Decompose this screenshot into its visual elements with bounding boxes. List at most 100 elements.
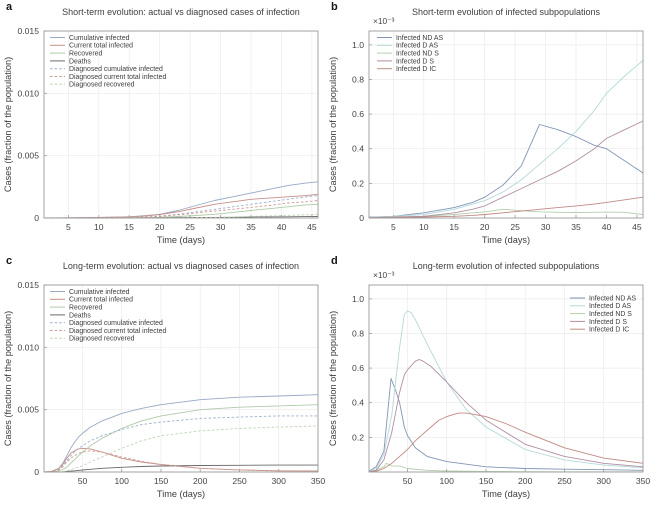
x-tick-label: 20	[480, 222, 490, 232]
x-tick-label: 40	[602, 222, 612, 232]
x-tick-label: 300	[272, 476, 287, 486]
legend-label-infected-d-ic: Infected D IC	[589, 327, 629, 334]
legend-label-recovered: Recovered	[69, 51, 102, 58]
y-tick-label: 0	[34, 213, 39, 223]
x-tick-label: 45	[307, 222, 317, 232]
series-infected-d-ic	[368, 196, 644, 219]
y-tick-label: 0.010	[17, 342, 39, 352]
panel-d: d 50 100 150 200 250 300 350 0.2 0.4 0.6 0.8 1.0 Lon…	[325, 254, 650, 508]
chart-title: Short-term evolution of infected subpopu…	[412, 7, 601, 17]
y-tick-label: 0.4	[352, 144, 364, 154]
series-cumulative-infected	[43, 394, 319, 473]
chart-long-term-infected-subpopulations: 50 100 150 200 250 300 350 0.2 0.4 0.6 0.8 1.0 Long-…	[328, 261, 650, 499]
y-axis-exponent-label: ×10⁻³	[373, 16, 395, 26]
y-axis-label: Cases (fraction of the population)	[3, 57, 13, 192]
series-infected-d-s	[368, 120, 644, 219]
panel-letter-a: a	[6, 1, 13, 13]
legend-label-cumulative-infected: Cumulative infected	[69, 289, 130, 296]
y-tick-label: 0.4	[352, 398, 364, 408]
legend-label-recovered: Recovered	[69, 305, 102, 312]
x-axis-label: Time (days)	[482, 235, 530, 245]
series-infected-nd-as	[368, 378, 644, 472]
series-diagnosed-cumulative-infected	[44, 195, 319, 219]
x-tick-label: 10	[94, 222, 104, 232]
panel-a: a 5 10 15 20 25 30 35 40 45 0 0.005 0.010 0.015 Short…	[0, 0, 325, 254]
legend-label-diagnosed-cumulative-infected: Diagnosed cumulative infected	[69, 320, 163, 327]
y-tick-label: 1.0	[352, 40, 364, 50]
legend-label-infected-d-as: Infected D AS	[396, 43, 439, 50]
y-axis-exponent-label: ×10⁻³	[373, 270, 395, 280]
x-tick-label: 40	[277, 222, 287, 232]
series-infected-d-as	[368, 60, 644, 218]
x-tick-label: 35	[246, 222, 256, 232]
series-current-total-infected	[43, 193, 319, 219]
x-axis-label: Time (days)	[157, 235, 205, 245]
legend-label-diagnosed-cumulative-infected: Diagnosed cumulative infected	[69, 66, 163, 73]
chart-title: Long-term evolution of infected subpopul…	[413, 261, 600, 271]
x-tick-label: 25	[185, 222, 195, 232]
legend-label-infected-nd-s: Infected ND S	[396, 51, 439, 58]
chart-long-term-actual-vs-diagnosed: 50 100 150 200 250 300 350 0 0.005 0.010 0.015 Long…	[3, 261, 325, 499]
chart-short-term-actual-vs-diagnosed: 5 10 15 20 25 30 35 40 45 0 0.005 0.010 0.015 Short-t…	[3, 7, 319, 245]
y-axis-label: Cases (fraction of the population)	[3, 311, 13, 446]
x-tick-label: 350	[311, 476, 325, 486]
series-diagnosed-recovered	[44, 425, 319, 473]
legend-label-current-total-infected: Current total infected	[69, 297, 133, 304]
x-tick-label: 45	[632, 222, 642, 232]
x-tick-label: 15	[449, 222, 459, 232]
chart-title: Long-term evolution: actual vs diagnosed…	[63, 261, 299, 271]
x-tick-label: 35	[571, 222, 581, 232]
x-tick-label: 30	[216, 222, 226, 232]
y-tick-label: 0.015	[17, 26, 39, 36]
x-tick-label: 250	[232, 476, 247, 486]
y-tick-label: 0.005	[17, 405, 39, 415]
panel-letter-b: b	[331, 1, 338, 13]
legend-label-deaths: Deaths	[69, 58, 91, 65]
y-tick-label: 0.6	[352, 109, 364, 119]
y-axis-label: Cases (fraction of the population)	[328, 57, 338, 192]
series-infected-nd-as	[368, 124, 644, 218]
x-tick-label: 5	[391, 222, 396, 232]
y-axis-label: Cases (fraction of the population)	[328, 311, 338, 446]
y-tick-label: 0.015	[17, 280, 39, 290]
x-tick-label: 300	[597, 476, 612, 486]
x-axis-label: Time (days)	[157, 489, 205, 499]
y-tick-label: 1.0	[352, 294, 364, 304]
x-tick-label: 150	[479, 476, 494, 486]
legend-label-infected-nd-s: Infected ND S	[589, 311, 632, 318]
y-tick-label: 0.6	[352, 363, 364, 373]
series-diagnosed-current-total-infected	[43, 450, 319, 473]
x-tick-label: 50	[78, 476, 88, 486]
x-tick-label: 150	[154, 476, 169, 486]
y-tick-label: 0.005	[17, 151, 39, 161]
legend-label-infected-d-s: Infected D S	[396, 58, 434, 65]
x-tick-label: 100	[440, 476, 455, 486]
series-infected-d-as	[368, 310, 644, 472]
legend-label-deaths: Deaths	[69, 312, 91, 319]
panel-b: b 5 10 15 20 25 30 35 40 45 0 0.2 0.4 0.6 0.8 1.0 Short…	[325, 0, 650, 254]
legend-label-infected-d-as: Infected D AS	[589, 303, 632, 310]
x-tick-label: 20	[155, 222, 165, 232]
x-axis-label: Time (days)	[482, 489, 530, 499]
legend-label-infected-nd-as: Infected ND AS	[589, 295, 637, 302]
y-tick-label: 0.8	[352, 329, 364, 339]
x-tick-label: 25	[510, 222, 520, 232]
x-tick-label: 100	[115, 476, 130, 486]
x-tick-label: 15	[124, 222, 134, 232]
x-tick-label: 50	[403, 476, 413, 486]
legend-label-infected-nd-as: Infected ND AS	[396, 35, 444, 42]
legend-label-diagnosed-recovered: Diagnosed recovered	[69, 82, 135, 89]
y-tick-label: 0	[359, 213, 364, 223]
series-infected-d-ic	[368, 412, 644, 473]
y-tick-label: 0.010	[17, 88, 39, 98]
panel-letter-d: d	[331, 255, 338, 267]
x-tick-label: 250	[557, 476, 572, 486]
legend-label-infected-d-ic: Infected D IC	[396, 66, 436, 73]
x-tick-label: 350	[636, 476, 650, 486]
y-tick-label: 0	[34, 467, 39, 477]
series-cumulative-infected	[43, 181, 319, 219]
axes-box	[43, 30, 319, 219]
y-tick-label: 0.8	[352, 75, 364, 85]
series-recovered	[43, 404, 319, 473]
